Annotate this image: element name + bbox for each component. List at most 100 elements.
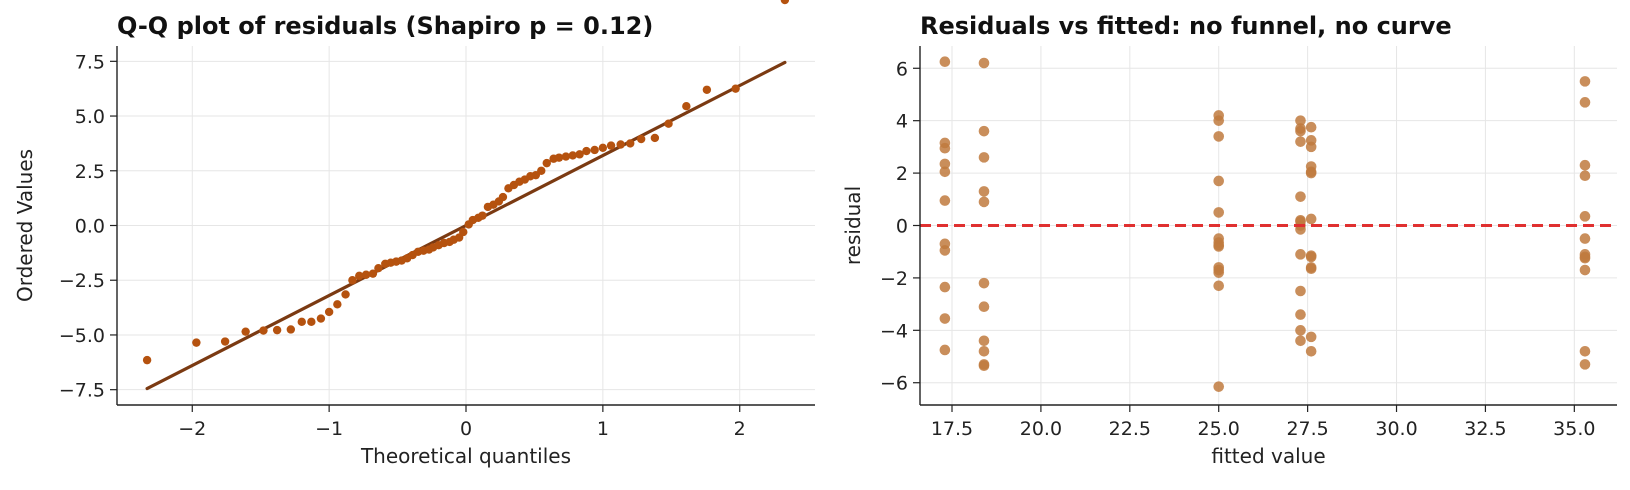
x-tick-label: 2	[734, 418, 746, 440]
data-point	[1579, 264, 1591, 276]
y-tick-label: 5.0	[75, 106, 105, 128]
data-point	[978, 186, 990, 197]
data-point	[568, 151, 577, 160]
y-tick-label: −5.0	[59, 325, 105, 347]
data-point	[1305, 263, 1317, 275]
y-tick-label: 2	[896, 163, 908, 185]
data-point	[341, 290, 350, 299]
data-point	[1579, 76, 1591, 87]
data-point	[1579, 345, 1591, 357]
data-point	[731, 84, 740, 93]
data-point	[192, 338, 201, 347]
data-point	[1295, 335, 1306, 347]
data-point	[636, 134, 646, 144]
data-point	[324, 307, 334, 317]
x-tick-label: 32.5	[1464, 418, 1506, 440]
data-point	[1305, 345, 1317, 357]
data-point	[1305, 141, 1317, 153]
y-tick-label: −6	[880, 373, 908, 395]
y-tick-label: 2.5	[75, 161, 105, 183]
y-tick-label: −2.5	[59, 270, 105, 292]
data-point	[374, 263, 383, 273]
x-tick-label: 35.0	[1553, 418, 1595, 440]
qq-plot-ylabel: Ordered Values	[13, 149, 37, 302]
data-point	[1295, 285, 1306, 297]
data-point	[664, 119, 673, 128]
data-point	[939, 158, 951, 170]
data-point	[1213, 280, 1225, 292]
data-point	[939, 142, 951, 154]
data-point	[1213, 264, 1225, 276]
data-point	[316, 314, 326, 323]
residuals-plot-title: Residuals vs fitted: no funnel, no curve	[920, 12, 1452, 40]
data-point	[333, 300, 342, 309]
data-point	[939, 281, 951, 293]
data-point	[554, 153, 564, 162]
y-tick-label: −4	[880, 320, 908, 342]
data-point	[361, 270, 371, 279]
data-point	[297, 317, 306, 327]
data-point	[978, 196, 990, 208]
x-tick-label: −1	[315, 418, 343, 440]
data-point	[1305, 251, 1317, 263]
y-tick-label: 7.5	[75, 51, 105, 73]
data-point	[220, 337, 230, 346]
qq-plot-xlabel: Theoretical quantiles	[360, 444, 571, 468]
data-point	[498, 192, 508, 202]
data-point	[978, 57, 990, 69]
x-tick-label: 30.0	[1375, 418, 1417, 440]
data-point	[1213, 131, 1225, 142]
data-point	[1295, 325, 1306, 336]
data-point	[537, 166, 546, 175]
data-point	[1305, 331, 1317, 343]
y-tick-label: −7.5	[59, 380, 105, 402]
data-point	[142, 355, 152, 365]
data-point	[1213, 175, 1225, 187]
data-point	[978, 345, 990, 357]
data-point	[1213, 115, 1225, 126]
data-point	[939, 344, 951, 356]
data-point	[939, 195, 951, 206]
data-point	[1579, 359, 1591, 370]
data-point	[1579, 170, 1591, 182]
y-tick-label: 0.0	[75, 216, 105, 238]
x-tick-label: 20.0	[1020, 418, 1062, 440]
y-tick-label: 4	[896, 111, 908, 133]
data-point	[561, 152, 571, 161]
qq-plot-panel: −2 −1 0 1 2 −7.5 −5.0 −2.5 0.0 2.5 5.0 7.5 Q-Q plot…	[13, 0, 815, 468]
data-point	[575, 150, 584, 159]
data-point	[650, 133, 660, 143]
x-tick-label: −2	[178, 418, 206, 440]
data-point	[1295, 191, 1306, 202]
data-point	[286, 325, 296, 334]
data-point	[978, 335, 990, 347]
data-point	[939, 56, 951, 68]
data-point	[1213, 207, 1225, 218]
data-point	[978, 125, 990, 137]
data-point	[682, 101, 691, 111]
data-point	[1305, 213, 1317, 225]
x-tick-label: 1	[597, 418, 609, 440]
data-point	[307, 317, 316, 327]
data-point	[978, 301, 990, 313]
data-point	[1213, 239, 1225, 251]
x-tick-label: 0	[460, 418, 472, 440]
data-point	[598, 143, 608, 152]
x-tick-label: 17.5	[931, 418, 973, 440]
data-point	[1579, 97, 1591, 108]
residuals-vs-fitted-panel: 17.5 20.0 22.5 25.0 27.5 30.0 32.5 35.0 −6 −4 −2 0 2…	[841, 12, 1617, 468]
data-point	[1579, 252, 1591, 264]
data-point	[259, 326, 268, 335]
data-point	[590, 145, 599, 155]
data-point	[978, 359, 990, 370]
y-tick-label: −2	[880, 268, 908, 290]
y-tick-label: 6	[896, 58, 908, 80]
data-point	[1579, 211, 1591, 222]
data-point	[1295, 249, 1306, 260]
data-point	[939, 166, 951, 178]
data-point	[355, 271, 364, 281]
data-point	[626, 139, 635, 148]
data-point	[241, 327, 250, 336]
residuals-plot-xlabel: fitted value	[1211, 444, 1325, 468]
